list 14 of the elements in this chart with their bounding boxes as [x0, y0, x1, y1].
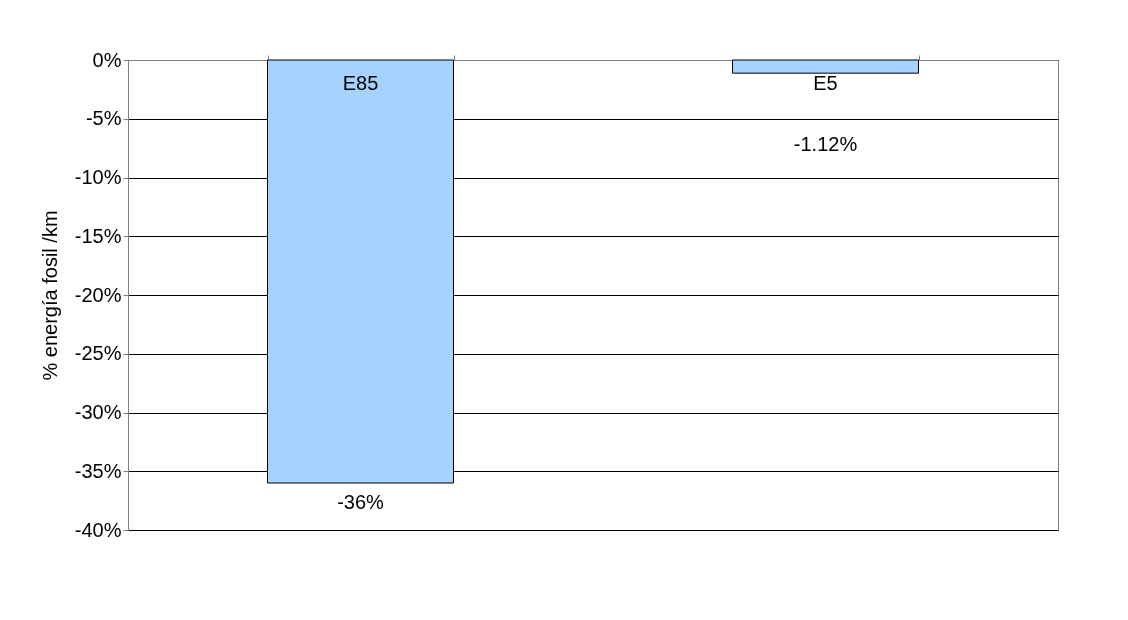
- x-tick-label: E5: [813, 72, 838, 94]
- y-tick-label: -30%: [74, 401, 122, 423]
- data-label: -36%: [337, 491, 385, 513]
- y-tick-label: -5%: [85, 107, 122, 130]
- y-tick-label: -20%: [74, 283, 122, 306]
- y-tick-label: -35%: [74, 459, 122, 482]
- y-tick-label: 0%: [92, 48, 122, 71]
- y-tick-label: -10%: [74, 166, 122, 188]
- y-tick-label: -15%: [74, 224, 122, 247]
- x-tick-label: E85: [342, 72, 379, 94]
- y-axis-title: % energía fosil /km: [38, 210, 61, 381]
- y-tick-label: -25%: [74, 342, 122, 365]
- y-tick-label: -40%: [74, 518, 122, 541]
- data-label: -1.12%: [793, 133, 858, 156]
